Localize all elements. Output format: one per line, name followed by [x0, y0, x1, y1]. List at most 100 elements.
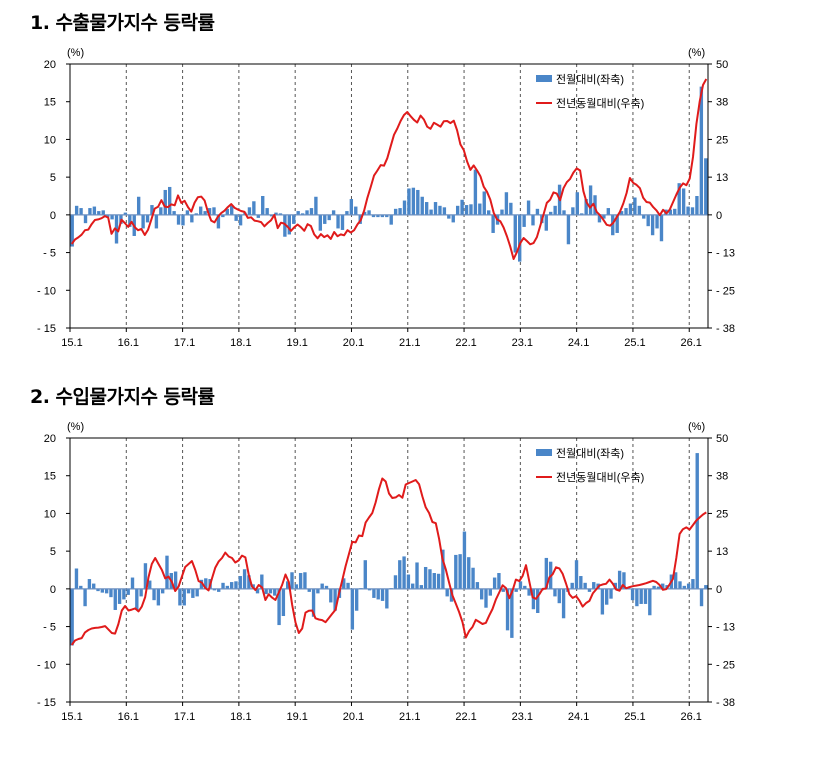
bar-mom — [126, 588, 130, 595]
bar-mom — [376, 588, 380, 600]
bar-mom — [420, 196, 424, 215]
bar-mom — [462, 531, 467, 589]
bar-mom — [336, 214, 340, 229]
bar-mom — [79, 585, 83, 589]
bar-mom — [273, 588, 277, 596]
bar-mom — [505, 588, 510, 631]
bar-mom — [544, 557, 549, 589]
bar-mom — [296, 211, 300, 215]
right-tick-label: 0 — [716, 210, 722, 222]
x-tick-label: 16.1 — [118, 337, 139, 349]
bar-mom — [190, 214, 194, 223]
bar-mom — [298, 573, 303, 589]
bar-mom — [704, 585, 708, 589]
x-tick-label: 18.1 — [230, 711, 251, 723]
bar-mom — [287, 214, 292, 235]
bar-mom — [637, 205, 642, 215]
bar-mom — [238, 576, 242, 589]
bar-mom — [699, 588, 704, 607]
bar-mom — [362, 211, 367, 215]
bar-mom — [145, 214, 150, 223]
bar-mom — [163, 189, 167, 215]
bar-mom — [553, 205, 557, 215]
bar-mom — [624, 208, 628, 215]
left-tick-label: - 10 — [37, 659, 56, 671]
bar-mom — [605, 588, 609, 605]
bar-mom — [195, 588, 199, 597]
bar-mom — [185, 210, 190, 215]
bar-mom — [460, 199, 464, 215]
bar-mom — [593, 195, 597, 215]
bar-mom — [681, 188, 686, 215]
bar-mom — [247, 575, 251, 589]
bar-mom — [686, 206, 690, 215]
x-tick-label: 24.1 — [568, 711, 589, 723]
bar-mom — [212, 207, 216, 215]
bar-mom — [613, 582, 618, 589]
bar-mom — [130, 577, 135, 589]
bar-mom — [617, 570, 622, 589]
bar-mom — [139, 588, 143, 597]
bar-mom — [342, 578, 346, 589]
bar-mom — [92, 206, 97, 215]
bar-mom — [327, 214, 331, 221]
left-tick-label: 10 — [44, 134, 56, 146]
line-yoy — [70, 477, 707, 646]
x-tick-label: 15.1 — [61, 337, 82, 349]
bar-mom — [686, 583, 691, 589]
bar-mom — [423, 566, 428, 589]
bar-mom — [199, 206, 203, 215]
bar-mom — [441, 549, 445, 589]
bar-mom — [350, 588, 355, 630]
bar-mom — [225, 208, 229, 215]
bar-mom — [432, 573, 436, 589]
bar-mom — [204, 578, 208, 589]
legend-bar-swatch — [536, 449, 552, 456]
bar-mom — [557, 588, 561, 604]
bar-mom — [225, 585, 230, 589]
bar-mom — [311, 588, 316, 617]
bar-mom — [699, 86, 704, 215]
bar-mom — [380, 588, 385, 601]
bar-mom — [160, 588, 165, 594]
bar-mom — [471, 567, 475, 589]
bar-mom — [264, 588, 268, 595]
bar-mom — [454, 554, 458, 589]
bar-mom — [380, 214, 385, 218]
bar-mom — [135, 588, 139, 610]
x-tick-label: 19.1 — [286, 711, 307, 723]
x-tick-label: 21.1 — [399, 711, 420, 723]
bar-mom — [473, 169, 478, 215]
bar-mom — [415, 562, 419, 589]
right-tick-label: - 25 — [716, 659, 735, 671]
bar-mom — [318, 214, 323, 231]
bar-mom — [447, 214, 451, 219]
bar-mom — [122, 588, 126, 600]
bar-mom — [655, 214, 659, 229]
bar-mom — [458, 554, 462, 589]
bar-mom — [70, 214, 74, 247]
bar-mom — [340, 214, 345, 230]
bar-mom — [385, 588, 389, 609]
bar-mom — [320, 583, 324, 589]
bar-mom — [292, 214, 296, 224]
bar-mom — [677, 183, 681, 215]
bar-mom — [523, 585, 527, 589]
x-tick-label: 15.1 — [61, 711, 82, 723]
bar-mom — [630, 588, 635, 601]
bar-mom — [242, 569, 247, 589]
bar-mom — [178, 588, 182, 606]
bar-mom — [247, 207, 252, 215]
bar-mom — [143, 563, 148, 589]
bar-mom — [704, 158, 708, 215]
x-tick-label: 17.1 — [174, 711, 195, 723]
x-tick-label: 24.1 — [568, 337, 589, 349]
bar-mom — [411, 187, 416, 215]
bar-mom — [406, 574, 411, 589]
bar-mom — [74, 568, 79, 589]
bar-mom — [167, 186, 172, 215]
bar-mom — [469, 204, 473, 215]
bar-mom — [113, 588, 117, 610]
bar-mom — [650, 214, 655, 236]
